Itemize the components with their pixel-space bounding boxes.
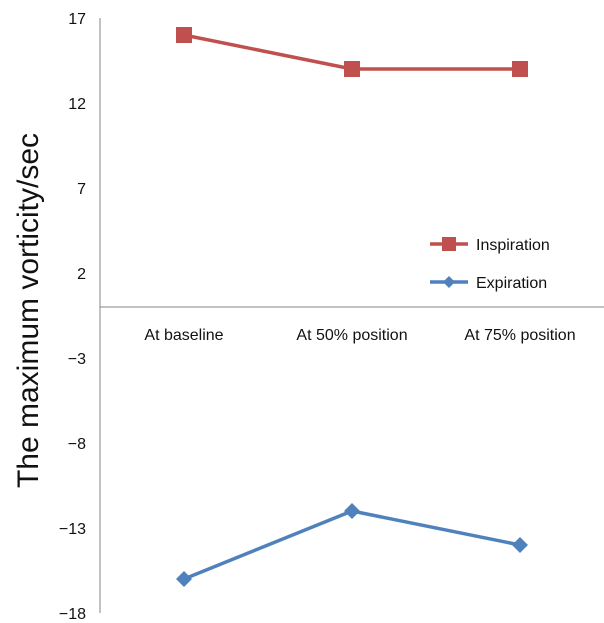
legend-marker xyxy=(443,276,455,288)
x-category-label: At 50% position xyxy=(296,327,407,344)
legend-marker xyxy=(442,237,456,251)
series-inspiration xyxy=(176,27,528,77)
data-point-expiration xyxy=(344,503,360,519)
y-tick-label: 7 xyxy=(77,181,86,198)
y-tick-label: 12 xyxy=(68,96,86,113)
x-category-label: At baseline xyxy=(144,327,223,344)
legend-item-expiration: Expiration xyxy=(430,275,547,292)
data-point-inspiration xyxy=(512,61,528,77)
x-category-label: At 75% position xyxy=(464,327,575,344)
data-point-expiration xyxy=(512,537,528,553)
y-tick-label: 2 xyxy=(77,266,86,283)
data-point-inspiration xyxy=(344,61,360,77)
data-point-expiration xyxy=(176,571,192,587)
legend-item-inspiration: Inspiration xyxy=(430,237,550,254)
legend-label: Expiration xyxy=(476,275,547,292)
x-axis-category-labels: At baseline At 50% position At 75% positio… xyxy=(144,327,575,344)
legend-label: Inspiration xyxy=(476,237,550,254)
series-expiration xyxy=(176,503,528,587)
y-tick-label: −3 xyxy=(68,351,86,368)
y-axis-tick-labels: 17 12 7 2 −3 −8 −13 −18 xyxy=(59,11,86,623)
y-tick-label: 17 xyxy=(68,11,86,28)
y-axis-label: The maximum vorticity/sec xyxy=(12,133,45,488)
y-tick-label: −8 xyxy=(68,436,86,453)
legend: Inspiration Expiration xyxy=(430,237,550,292)
series-layer xyxy=(176,27,528,587)
series-line-expiration xyxy=(183,509,521,581)
y-tick-label: −13 xyxy=(59,521,86,538)
y-tick-label: −18 xyxy=(59,606,86,623)
data-point-inspiration xyxy=(176,27,192,43)
